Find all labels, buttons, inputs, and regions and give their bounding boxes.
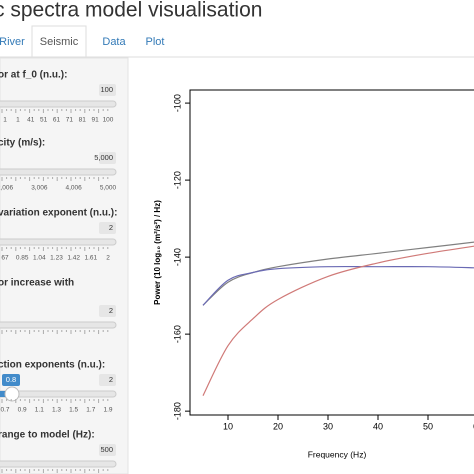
x-tick-label: 50 [423, 421, 433, 431]
tab-active[interactable] [31, 25, 87, 58]
slider-tick-label: 1.7 [86, 407, 95, 414]
slider-tick-label: 67 [1, 255, 9, 262]
slider-tick-label: 1.42 [67, 255, 80, 262]
handle-label: 0.8 [6, 375, 16, 384]
slider-tick-label: 3,006 [31, 185, 48, 192]
slider-track[interactable] [0, 238, 117, 246]
x-tick-label: 20 [273, 421, 283, 431]
slider-tick-label: 1.9 [103, 407, 112, 414]
x-tick-label: 10 [223, 421, 233, 431]
slider-label: or at f_0 (n.u.): [0, 70, 67, 81]
slider-tick-label: 1.61 [85, 255, 98, 262]
page-title: c spectra model visualisation [0, 0, 262, 22]
slider-tick-label: 4,006 [66, 185, 83, 192]
slider-label: range to model (Hz): [0, 430, 95, 441]
handle-badge [2, 374, 20, 386]
slider-label: or increase with [0, 278, 74, 289]
slider-tick-label: 1 [16, 117, 20, 124]
slider-track[interactable] [0, 321, 117, 329]
slider-tick-label: 1.04 [33, 255, 46, 262]
slider-max-badge [99, 152, 116, 164]
slider-max-badge [99, 305, 116, 317]
slider-track[interactable] [0, 390, 117, 398]
slider-track[interactable] [0, 100, 117, 108]
spectrum-line [202, 241, 474, 306]
slider-max: 5,000 [94, 153, 113, 162]
y-tick-label: -100 [172, 94, 182, 112]
y-tick-label: -160 [172, 325, 182, 343]
slider-tick-label: 81 [79, 117, 87, 124]
slider-max: 500 [100, 445, 113, 454]
slider-tick-label: 2,006 [0, 185, 14, 192]
x-tick-label: 30 [323, 421, 333, 431]
y-tick-label: -180 [172, 402, 182, 420]
slider-tick-label: 61 [53, 117, 61, 124]
slider-tick-label: 5,000 [100, 185, 117, 192]
slider-tick-label: 1 [3, 117, 7, 124]
tab[interactable]: River [0, 36, 25, 48]
x-axis-label: Frequency (Hz) [308, 449, 367, 459]
slider-max: 2 [109, 306, 113, 315]
slider-max: 2 [109, 375, 113, 384]
sidebar [0, 57, 129, 474]
tab[interactable]: Seismic [40, 36, 79, 48]
slider-tick-label: 2 [106, 255, 110, 262]
slider-track[interactable] [0, 460, 117, 468]
slider-tick-label: 1.1 [35, 407, 44, 414]
slider-tick-label: 51 [40, 117, 48, 124]
y-tick-label: -140 [172, 248, 182, 266]
y-axis-label: Power (10 log₁₀ (m²/s²) / Hz) [153, 200, 162, 305]
slider-handle[interactable] [4, 386, 20, 402]
tab[interactable]: Plot [146, 36, 165, 48]
spectrum-line [202, 245, 474, 396]
slider-label: ction exponents (n.u.): [0, 360, 105, 371]
x-tick-label: 60 [473, 421, 474, 431]
spectrum-line [202, 265, 474, 306]
slider-label: variation exponent (n.u.): [0, 208, 117, 219]
slider-tick-label: 100 [103, 117, 114, 124]
slider-tick-label: 1.23 [50, 255, 63, 262]
slider-max: 2 [109, 223, 113, 232]
slider-max-badge [99, 374, 116, 386]
slider-tick-label: 0.7 [0, 407, 9, 414]
y-tick-label: -120 [172, 171, 182, 189]
slider-tick-label: 0.9 [18, 407, 27, 414]
slider-max: 100 [100, 85, 113, 94]
slider-tick-label: 91 [92, 117, 100, 124]
slider-tick-label: 1.5 [69, 407, 78, 414]
plot-box [189, 89, 474, 416]
tab[interactable]: Data [102, 36, 126, 48]
slider-max-badge [99, 84, 116, 96]
slider-tick-label: 0.85 [16, 255, 29, 262]
slider-tick-label: 41 [27, 117, 35, 124]
slider-max-badge [99, 444, 116, 456]
slider-max-badge [99, 222, 116, 234]
slider-tick-label: 1.3 [52, 407, 61, 414]
slider-label: city (m/s): [0, 138, 45, 149]
slider-tick-label: 71 [66, 117, 74, 124]
x-tick-label: 40 [373, 421, 383, 431]
slider-track[interactable] [0, 168, 117, 176]
